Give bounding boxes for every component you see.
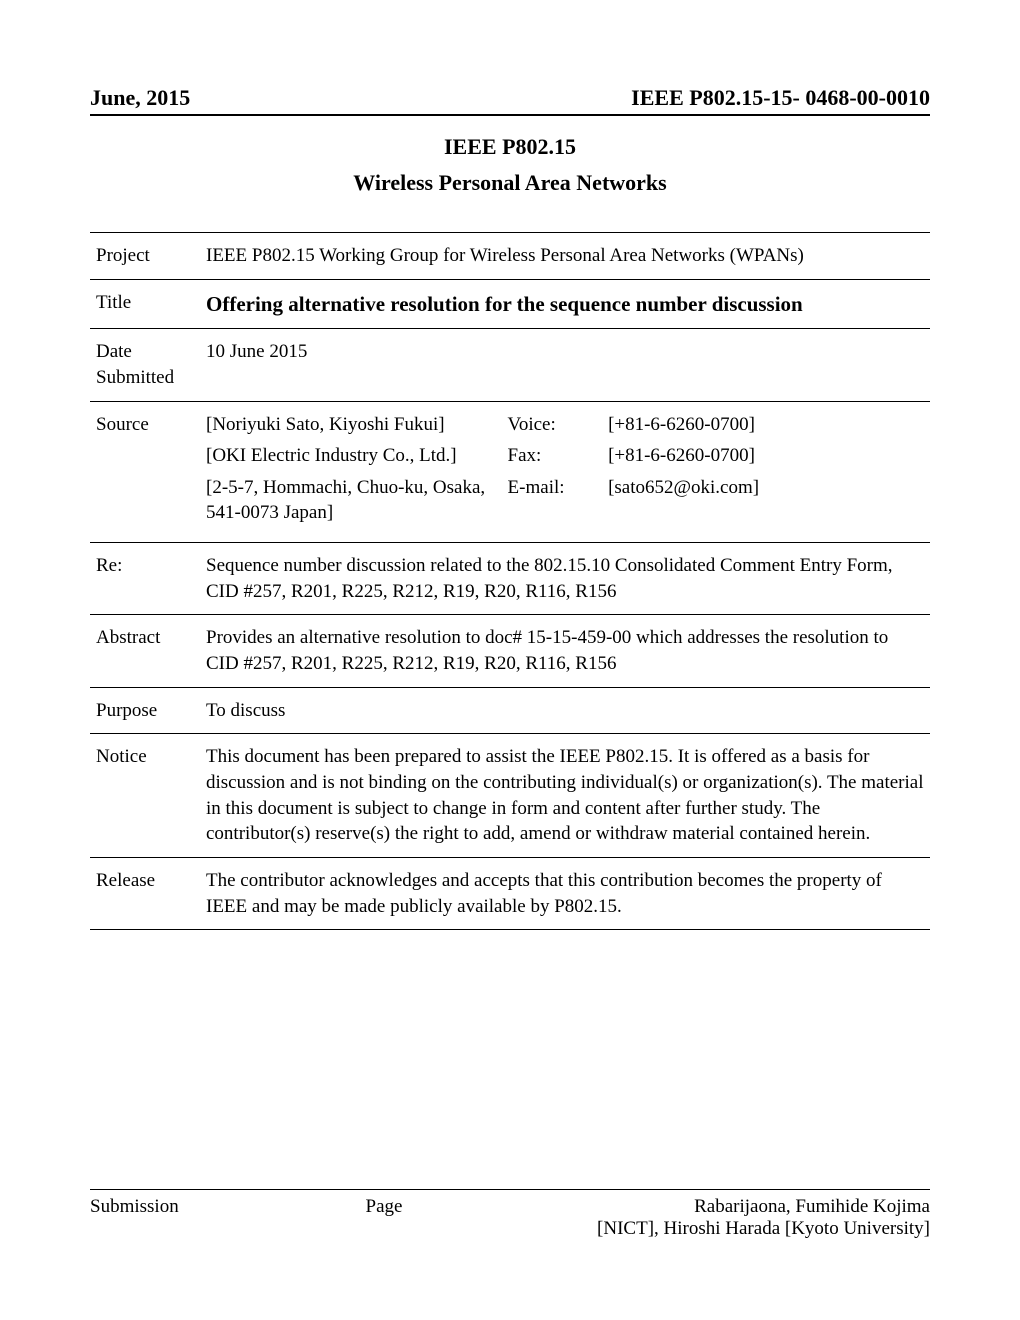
label-purpose: Purpose	[90, 687, 200, 734]
label-abstract: Abstract	[90, 615, 200, 687]
page-header: June, 2015 IEEE P802.15-15- 0468-00-0010	[90, 85, 930, 116]
footer-rule	[90, 1189, 930, 1190]
label-date-line2: Submitted	[96, 367, 174, 388]
value-purpose: To discuss	[200, 687, 930, 734]
value-re: Sequence number discussion related to th…	[200, 543, 930, 615]
source-email-label: E-mail:	[508, 475, 609, 532]
row-abstract: Abstract Provides an alternative resolut…	[90, 615, 930, 687]
title-bold-text: Offering alternative resolution for the …	[206, 292, 803, 316]
label-date-line1: Date	[96, 341, 132, 362]
footer-page: Page	[300, 1196, 468, 1218]
document-page: June, 2015 IEEE P802.15-15- 0468-00-0010…	[0, 0, 1020, 1320]
source-voice-value: [+81-6-6260-0700]	[608, 412, 924, 444]
source-fax-value: [+81-6-6260-0700]	[608, 443, 924, 475]
footer-authors-line2: [NICT], Hiroshi Harada [Kyoto University…	[597, 1218, 930, 1239]
row-source: Source [Noriyuki Sato, Kiyoshi Fukui] Vo…	[90, 401, 930, 543]
label-date-submitted: Date Submitted	[90, 329, 200, 401]
row-release: Release The contributor acknowledges and…	[90, 857, 930, 929]
source-email-value: [sato652@oki.com]	[608, 475, 924, 532]
row-purpose: Purpose To discuss	[90, 687, 930, 734]
value-date-submitted: 10 June 2015	[200, 329, 930, 401]
footer-submission: Submission	[90, 1196, 300, 1218]
page-footer: Submission Page Rabarijaona, Fumihide Ko…	[90, 1189, 930, 1240]
label-release: Release	[90, 857, 200, 929]
footer-authors: Rabarijaona, Fumihide Kojima [NICT], Hir…	[468, 1196, 930, 1240]
row-project: Project IEEE P802.15 Working Group for W…	[90, 233, 930, 280]
label-notice: Notice	[90, 734, 200, 858]
row-re: Re: Sequence number discussion related t…	[90, 543, 930, 615]
value-title: Offering alternative resolution for the …	[200, 279, 930, 329]
value-project: IEEE P802.15 Working Group for Wireless …	[200, 233, 930, 280]
row-date-submitted: Date Submitted 10 June 2015	[90, 329, 930, 401]
label-project: Project	[90, 233, 200, 280]
source-address: [2-5-7, Hommachi, Chuo-ku, Osaka, 541-00…	[206, 475, 508, 532]
row-title: Title Offering alternative resolution fo…	[90, 279, 930, 329]
metadata-table: Project IEEE P802.15 Working Group for W…	[90, 232, 930, 930]
label-title: Title	[90, 279, 200, 329]
footer-row: Submission Page Rabarijaona, Fumihide Ko…	[90, 1196, 930, 1240]
label-source: Source	[90, 401, 200, 543]
source-company: [OKI Electric Industry Co., Ltd.]	[206, 443, 508, 475]
value-abstract: Provides an alternative resolution to do…	[200, 615, 930, 687]
header-doc-number: IEEE P802.15-15- 0468-00-0010	[631, 85, 930, 111]
source-authors: [Noriyuki Sato, Kiyoshi Fukui]	[206, 412, 508, 444]
value-notice: This document has been prepared to assis…	[200, 734, 930, 858]
label-re: Re:	[90, 543, 200, 615]
source-fax-label: Fax:	[508, 443, 609, 475]
row-notice: Notice This document has been prepared t…	[90, 734, 930, 858]
source-voice-label: Voice:	[508, 412, 609, 444]
document-title-line2: Wireless Personal Area Networks	[90, 170, 930, 196]
value-source: [Noriyuki Sato, Kiyoshi Fukui] Voice: [+…	[200, 401, 930, 543]
footer-authors-line1: Rabarijaona, Fumihide Kojima	[694, 1196, 930, 1217]
document-title-line1: IEEE P802.15	[90, 134, 930, 160]
header-date: June, 2015	[90, 85, 190, 111]
value-release: The contributor acknowledges and accepts…	[200, 857, 930, 929]
